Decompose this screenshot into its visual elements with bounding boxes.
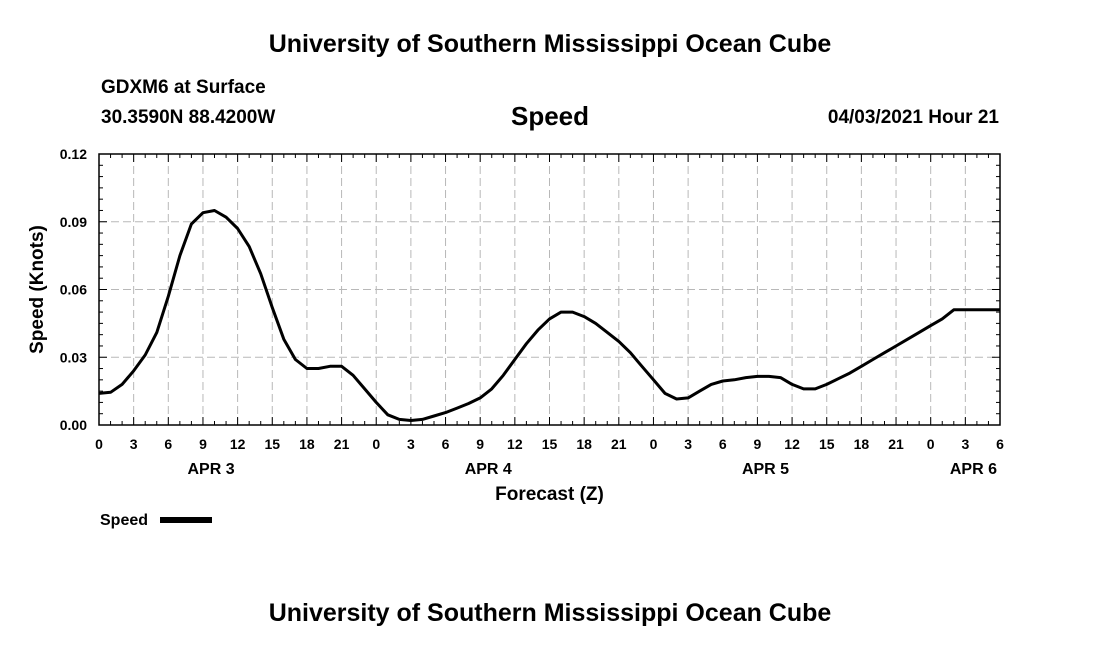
station-label: GDXM6 at Surface <box>101 77 266 98</box>
x-tick-label: 6 <box>442 436 450 452</box>
x-tick-label: 9 <box>199 436 207 452</box>
chart-title: Speed <box>510 101 590 131</box>
coordinates-label: 30.3590N 88.4200W <box>101 107 276 128</box>
day-label: APR 4 <box>465 461 512 478</box>
series-line-speed <box>98 209 1000 422</box>
x-tick-label: 21 <box>334 436 350 452</box>
x-tick-label: 6 <box>996 436 1004 452</box>
x-tick-label: 12 <box>507 436 523 452</box>
day-label: APR 6 <box>950 461 997 478</box>
x-tick-label: 9 <box>754 436 762 452</box>
x-axis-title: Forecast (Z) <box>495 484 604 505</box>
x-tick-label: 0 <box>95 436 103 452</box>
y-tick-label: 0.06 <box>60 282 87 298</box>
y-tick-label: 0.00 <box>60 417 87 433</box>
header-title: University of Southern Mississippi Ocean… <box>268 30 832 58</box>
x-tick-label: 3 <box>961 436 969 452</box>
y-tick-label: 0.09 <box>60 214 87 230</box>
footer-title: University of Southern Mississippi Ocean… <box>268 599 832 627</box>
x-tick-label: 15 <box>542 436 558 452</box>
x-tick-label: 0 <box>927 436 935 452</box>
x-tick-label: 3 <box>130 436 138 452</box>
y-tick-label: 0.03 <box>60 349 87 365</box>
x-tick-label: 0 <box>650 436 658 452</box>
date-label: 04/03/2021 Hour 21 <box>827 107 999 128</box>
x-tick-label: 6 <box>164 436 172 452</box>
x-tick-label: 18 <box>854 436 870 452</box>
x-tick-label: 15 <box>264 436 280 452</box>
x-tick-label: 21 <box>888 436 904 452</box>
y-tick-label: 0.12 <box>60 146 87 162</box>
x-tick-label: 18 <box>299 436 315 452</box>
day-label: APR 3 <box>187 461 234 478</box>
x-tick-label: 12 <box>784 436 800 452</box>
x-tick-label: 12 <box>230 436 246 452</box>
x-tick-label: 15 <box>819 436 835 452</box>
legend-label: Speed <box>100 512 148 529</box>
day-label: APR 5 <box>742 461 789 478</box>
x-tick-label: 21 <box>611 436 627 452</box>
y-axis-title: Speed (Knots) <box>27 225 48 354</box>
x-tick-label: 0 <box>372 436 380 452</box>
x-tick-label: 9 <box>476 436 484 452</box>
x-tick-label: 18 <box>576 436 592 452</box>
x-tick-label: 6 <box>719 436 727 452</box>
speed-chart: 0 3 6 9 12 15 18 21 0 3 6 9 12 15 18 21 0 3 6 9 12 15 18 21 0 3 6 0… <box>27 146 1004 529</box>
x-tick-label: 3 <box>407 436 415 452</box>
x-tick-label: 3 <box>684 436 692 452</box>
plot-frame <box>98 153 1001 426</box>
